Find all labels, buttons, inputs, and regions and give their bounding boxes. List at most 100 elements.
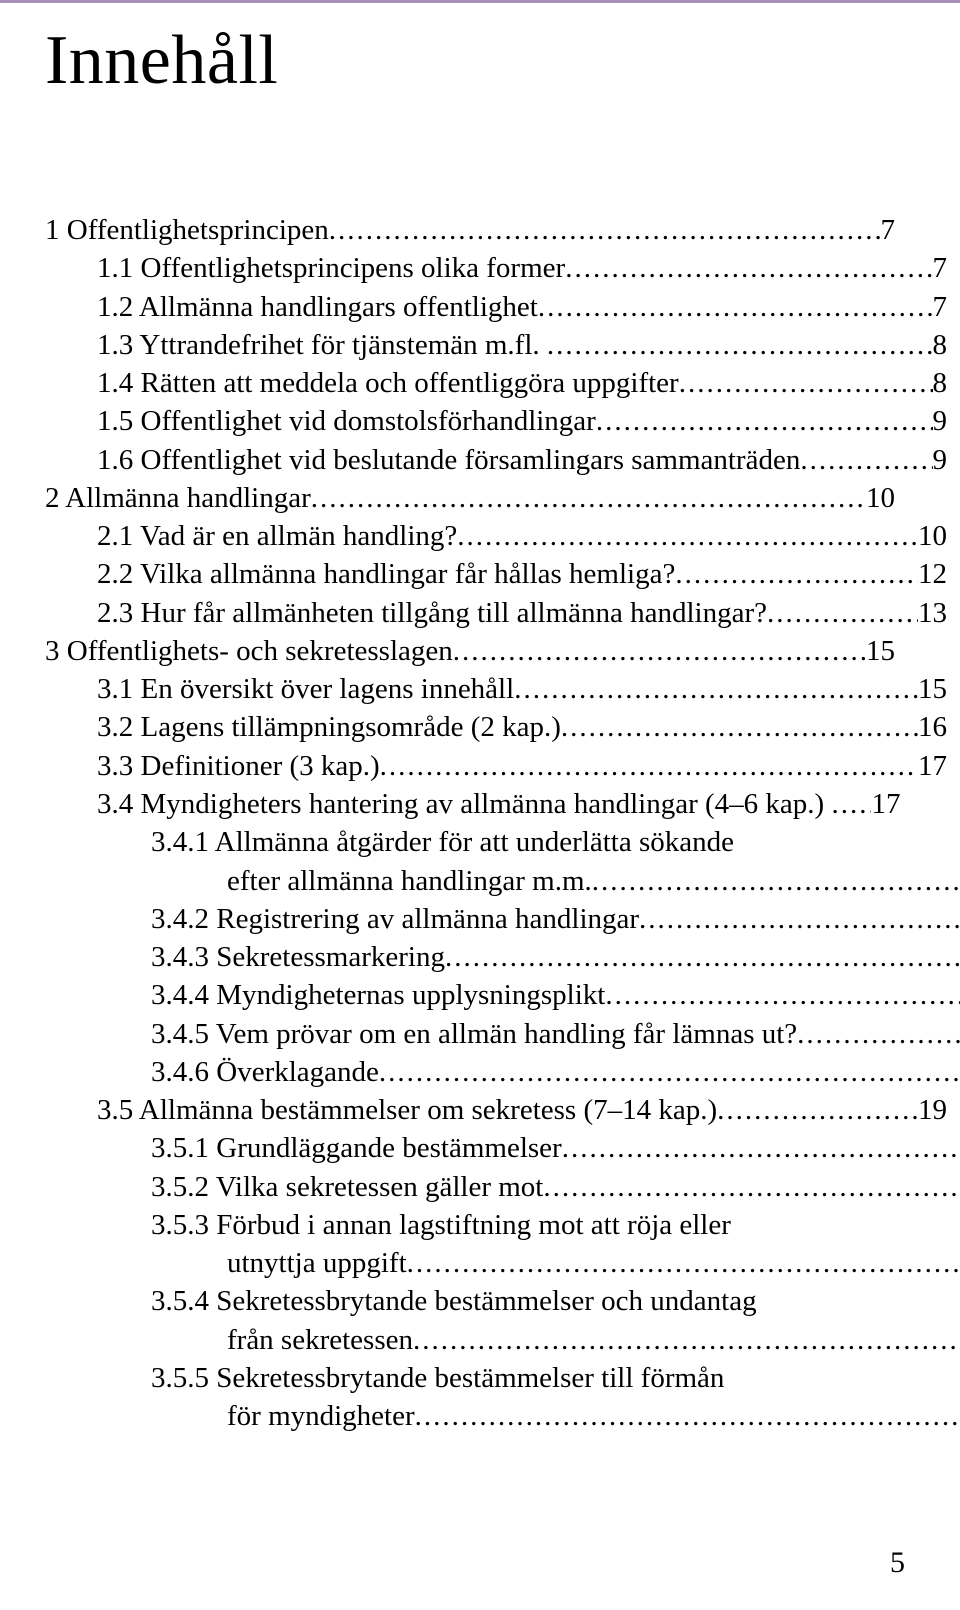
toc-row: 1.1 Offentlighetsprincipens olika former…	[45, 249, 947, 287]
toc-leader	[639, 900, 960, 938]
toc-row: 3.4.2 Registrering av allmänna handlinga…	[45, 900, 960, 938]
toc-label: 3.4.1 Allmänna åtgärder för att underlät…	[151, 823, 734, 861]
table-of-contents: 1 Offentlighetsprincipen 7 1.1 Offentlighe…	[45, 211, 895, 1436]
toc-leader	[561, 708, 918, 746]
toc-leader	[592, 862, 960, 900]
toc-row: 1 Offentlighetsprincipen 7	[45, 211, 895, 249]
toc-leader	[797, 1015, 960, 1053]
toc-leader	[562, 1129, 960, 1167]
toc-leader	[831, 785, 871, 823]
toc-row: 3.4.4 Myndigheternas upplysningsplikt18	[45, 976, 960, 1014]
toc-page: 15	[918, 670, 947, 708]
toc-label: 1.2 Allmänna handlingars offentlighet	[97, 288, 538, 326]
toc-row: 1.5 Offentlighet vid domstolsförhandling…	[45, 402, 947, 440]
toc-label: 3.4.5 Vem prövar om en allmän handling f…	[151, 1015, 797, 1053]
toc-row: 2.1 Vad är en allmän handling? 10	[45, 517, 947, 555]
toc-label: 1 Offentlighetsprincipen	[45, 211, 329, 249]
toc-row: 3.4.6 Överklagande19	[45, 1053, 960, 1091]
page-title: Innehåll	[45, 21, 895, 101]
toc-leader	[547, 326, 933, 364]
toc-row: 3.3 Definitioner (3 kap.)17	[45, 747, 947, 785]
toc-page: 13	[918, 594, 947, 632]
page-number: 5	[890, 1546, 905, 1580]
toc-page: 9	[933, 441, 948, 479]
toc-label: för myndigheter	[227, 1397, 415, 1435]
toc-label: från sekretessen	[227, 1321, 413, 1359]
toc-label: 3.5.4 Sekretessbrytande bestämmelser och…	[151, 1282, 757, 1320]
toc-row: 3.4.1 Allmänna åtgärder för att underlät…	[45, 823, 960, 861]
toc-label: 1.3 Yttrandefrihet för tjänstemän m.fl.	[97, 326, 547, 364]
toc-page: 10	[918, 517, 947, 555]
toc-page: 12	[918, 555, 947, 593]
toc-label: 2 Allmänna handlingar	[45, 479, 311, 517]
toc-leader	[767, 594, 918, 632]
toc-label: 1.6 Offentlighet vid beslutande församli…	[97, 441, 800, 479]
toc-label: 3 Offentlighets- och sekretesslagen	[45, 632, 453, 670]
toc-leader	[605, 976, 960, 1014]
toc-leader	[407, 1244, 960, 1282]
document-page: Innehåll 1 Offentlighetsprincipen71.1 Of…	[0, 0, 960, 1610]
toc-label: efter allmänna handlingar m.m.	[227, 862, 592, 900]
toc-row: 3.5.1 Grundläggande bestämmelser19	[45, 1129, 960, 1167]
toc-row: 1.4 Rätten att meddela och offentliggöra…	[45, 364, 947, 402]
toc-row: 3.5.2 Vilka sekretessen gäller mot20	[45, 1168, 960, 1206]
toc-label: 2.3 Hur får allmänheten tillgång till al…	[97, 594, 767, 632]
toc-row: för myndigheter23	[45, 1397, 960, 1435]
toc-label: 2.1 Vad är en allmän handling?	[97, 517, 457, 555]
toc-leader	[596, 402, 933, 440]
toc-label: 3.4.3 Sekretessmarkering	[151, 938, 445, 976]
toc-page: 9	[933, 402, 948, 440]
toc-label: 2.2 Vilka allmänna handlingar får hållas…	[97, 555, 675, 593]
toc-leader	[565, 249, 932, 287]
toc-label: 3.5.5 Sekretessbrytande bestämmelser til…	[151, 1359, 724, 1397]
toc-row: 3.4.5 Vem prövar om en allmän handling f…	[45, 1015, 960, 1053]
toc-label: utnyttja uppgift	[227, 1244, 407, 1282]
toc-leader	[311, 479, 866, 517]
toc-label: 3.4.4 Myndigheternas upplysningsplikt	[151, 976, 605, 1014]
toc-leader	[800, 441, 932, 479]
toc-page: 15	[866, 632, 895, 670]
toc-page: 7	[881, 211, 896, 249]
toc-row: 2 Allmänna handlingar 10	[45, 479, 895, 517]
toc-row: 2.2 Vilka allmänna handlingar får hållas…	[45, 555, 947, 593]
toc-row: 2.3 Hur får allmänheten tillgång till al…	[45, 594, 947, 632]
toc-row: utnyttja uppgift21	[45, 1244, 960, 1282]
toc-row: 1.3 Yttrandefrihet för tjänstemän m.fl. …	[45, 326, 947, 364]
toc-page: 19	[918, 1091, 947, 1129]
toc-label: 3.5 Allmänna bestämmelser om sekretess (…	[97, 1091, 717, 1129]
toc-label: 3.5.2 Vilka sekretessen gäller mot	[151, 1168, 543, 1206]
toc-row: 3.5.4 Sekretessbrytande bestämmelser och…	[45, 1282, 960, 1320]
toc-leader	[675, 555, 918, 593]
toc-label: 3.4.2 Registrering av allmänna handlinga…	[151, 900, 639, 938]
toc-row: från sekretessen21	[45, 1321, 960, 1359]
toc-row: 1.6 Offentlighet vid beslutande församli…	[45, 441, 947, 479]
toc-row: 3.4 Myndigheters hantering av allmänna h…	[45, 785, 947, 823]
toc-row: 3 Offentlighets- och sekretesslagen 15	[45, 632, 895, 670]
toc-row: 3.5 Allmänna bestämmelser om sekretess (…	[45, 1091, 947, 1129]
toc-page: 8	[933, 364, 948, 402]
toc-row: efter allmänna handlingar m.m.17	[45, 862, 960, 900]
toc-page: 10	[866, 479, 895, 517]
toc-page: 7	[933, 249, 948, 287]
toc-leader	[380, 747, 918, 785]
toc-page: 16	[918, 708, 947, 746]
toc-row: 3.2 Lagens tillämpningsområde (2 kap.)16	[45, 708, 947, 746]
toc-label: 1.1 Offentlighetsprincipens olika former	[97, 249, 565, 287]
content-area: Innehåll 1 Offentlighetsprincipen71.1 Of…	[0, 21, 960, 1436]
toc-page: 17	[871, 785, 900, 823]
toc-row: 3.4.3 Sekretessmarkering18	[45, 938, 960, 976]
toc-leader	[717, 1091, 918, 1129]
toc-page: 7	[933, 288, 948, 326]
toc-label: 3.1 En översikt över lagens innehåll	[97, 670, 514, 708]
toc-leader	[543, 1168, 960, 1206]
toc-row: 3.5.5 Sekretessbrytande bestämmelser til…	[45, 1359, 960, 1397]
toc-leader	[457, 517, 918, 555]
toc-leader	[679, 364, 933, 402]
toc-row: 1.2 Allmänna handlingars offentlighet 7	[45, 288, 947, 326]
toc-label: 3.5.1 Grundläggande bestämmelser	[151, 1129, 562, 1167]
toc-label: 3.4 Myndigheters hantering av allmänna h…	[97, 785, 831, 823]
toc-label: 3.4.6 Överklagande	[151, 1053, 379, 1091]
toc-row: 3.1 En översikt över lagens innehåll 15	[45, 670, 947, 708]
toc-label: 3.5.3 Förbud i annan lagstiftning mot at…	[151, 1206, 731, 1244]
toc-leader	[445, 938, 960, 976]
